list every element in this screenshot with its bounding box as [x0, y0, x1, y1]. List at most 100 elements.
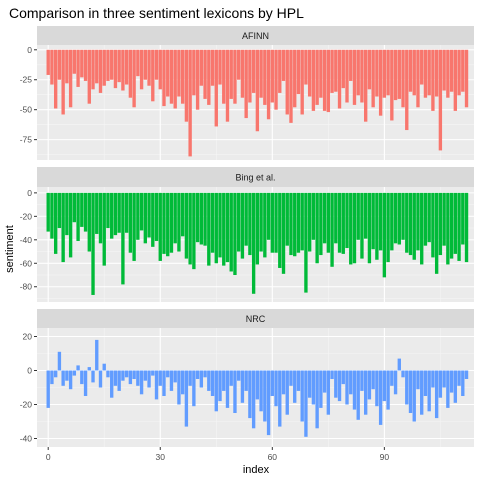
bar — [57, 192, 62, 229]
bar — [128, 192, 133, 253]
bar — [434, 370, 439, 419]
bar — [255, 192, 260, 265]
bar — [375, 192, 379, 260]
bar — [341, 370, 345, 385]
y-tick-label: -20 — [20, 211, 33, 221]
bar — [360, 370, 364, 391]
bar — [304, 192, 308, 293]
bar — [278, 370, 282, 427]
facet-panel: AFINN 0 -25 -50 -75 — [20, 26, 474, 160]
facet-strip — [37, 167, 474, 187]
bar — [349, 192, 353, 265]
bar — [315, 49, 319, 105]
bar — [53, 370, 58, 378]
bar — [457, 370, 461, 386]
bar — [83, 192, 88, 232]
bar — [192, 370, 196, 407]
bar — [87, 367, 91, 371]
bar — [371, 370, 375, 390]
bar — [360, 192, 364, 259]
bar — [356, 192, 360, 240]
bar — [244, 192, 248, 246]
bar — [162, 192, 166, 254]
bar — [121, 49, 125, 91]
bar — [76, 49, 80, 87]
bar — [390, 49, 394, 121]
bar — [330, 192, 334, 267]
bar — [416, 49, 420, 108]
bar — [330, 49, 334, 93]
bar — [364, 370, 368, 415]
bar — [349, 49, 353, 81]
bar — [438, 370, 443, 398]
bar — [68, 49, 73, 108]
bar — [132, 192, 136, 261]
bar — [199, 192, 204, 245]
bar — [449, 192, 454, 259]
bar — [72, 192, 77, 223]
facet-strip-label: Bing et al. — [235, 173, 275, 183]
bar — [113, 192, 118, 236]
bar — [188, 49, 192, 157]
bar — [124, 370, 129, 378]
bar — [210, 49, 215, 86]
bar — [248, 192, 252, 256]
bar — [98, 192, 103, 244]
bar — [240, 49, 245, 98]
bar — [382, 370, 387, 402]
bar — [46, 192, 50, 232]
bar — [360, 49, 364, 103]
bar — [352, 370, 357, 410]
bar — [281, 370, 286, 395]
bar — [423, 192, 428, 246]
bar — [237, 192, 241, 252]
bar — [270, 370, 274, 396]
bar — [304, 49, 308, 85]
bar — [147, 192, 151, 238]
bar — [124, 49, 129, 85]
bar — [356, 49, 360, 96]
bar — [449, 49, 454, 92]
bar — [386, 192, 390, 263]
chart-title: Comparison in three sentiment lexicons b… — [9, 5, 304, 21]
x-axis: 0 30 60 90 — [46, 447, 389, 462]
bar — [405, 370, 409, 405]
facet-strip — [37, 309, 474, 328]
bar — [427, 370, 431, 412]
bar — [106, 49, 110, 81]
bar — [173, 370, 177, 383]
bar — [177, 192, 181, 252]
bar — [408, 49, 413, 92]
facet-panel: NRC 20 0 -20 -40 — [20, 309, 474, 447]
bar — [427, 192, 431, 243]
bar — [240, 370, 245, 403]
bar — [416, 370, 420, 390]
bar — [285, 49, 289, 115]
bar — [300, 49, 304, 115]
bar — [199, 49, 204, 86]
bar — [296, 370, 301, 391]
y-tick-label: 0 — [27, 366, 32, 376]
bar — [207, 192, 211, 266]
bar — [453, 192, 458, 254]
bar — [147, 370, 151, 388]
bar — [106, 370, 110, 378]
bar — [326, 370, 331, 415]
bar — [412, 192, 416, 260]
bar — [173, 49, 177, 109]
bar — [259, 192, 263, 252]
bar — [203, 370, 207, 378]
bar — [423, 49, 428, 98]
bar — [427, 49, 431, 96]
bar — [431, 192, 435, 258]
bar — [311, 192, 316, 240]
bar — [65, 192, 69, 236]
bar — [72, 49, 77, 74]
bar — [341, 192, 345, 254]
bar — [65, 370, 69, 381]
bar — [240, 192, 245, 259]
bar — [162, 370, 166, 396]
bar — [102, 363, 106, 371]
y-tick-label: 0 — [27, 45, 32, 55]
y-tick-label: -20 — [20, 400, 33, 410]
